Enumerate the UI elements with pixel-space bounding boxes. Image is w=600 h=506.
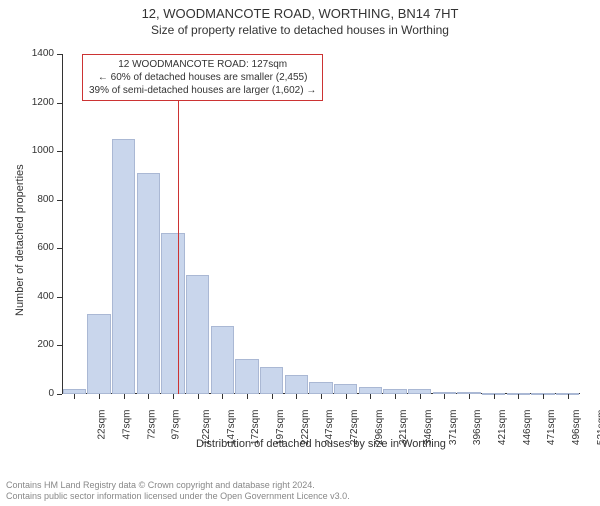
y-axis-line xyxy=(62,54,63,394)
x-tick-mark xyxy=(543,394,544,399)
y-tick-label: 800 xyxy=(22,194,54,205)
y-tick-mark xyxy=(57,151,62,152)
chart-container: 12, WOODMANCOTE ROAD, WORTHING, BN14 7HT… xyxy=(0,6,600,506)
info-line-2: ← 60% of detached houses are smaller (2,… xyxy=(89,71,316,84)
property-marker-line xyxy=(178,96,179,394)
y-tick-mark xyxy=(57,103,62,104)
histogram-bar xyxy=(285,375,308,394)
footer-line-1: Contains HM Land Registry data © Crown c… xyxy=(6,480,350,491)
x-tick-mark xyxy=(148,394,149,399)
y-tick-mark xyxy=(57,345,62,346)
x-tick-label: 97sqm xyxy=(171,410,182,440)
histogram-bar xyxy=(260,367,283,394)
histogram-bar xyxy=(211,326,234,394)
x-tick-label: 72sqm xyxy=(146,410,157,440)
y-tick-label: 1200 xyxy=(22,97,54,108)
y-tick-label: 400 xyxy=(22,291,54,302)
x-tick-mark xyxy=(370,394,371,399)
x-tick-mark xyxy=(198,394,199,399)
x-tick-mark xyxy=(99,394,100,399)
x-tick-mark xyxy=(247,394,248,399)
x-tick-mark xyxy=(518,394,519,399)
y-tick-mark xyxy=(57,297,62,298)
y-tick-label: 0 xyxy=(22,388,54,399)
x-tick-label: 22sqm xyxy=(97,410,108,440)
y-tick-mark xyxy=(57,248,62,249)
histogram-bar xyxy=(112,139,135,394)
x-tick-mark xyxy=(444,394,445,399)
footer: Contains HM Land Registry data © Crown c… xyxy=(6,480,350,502)
y-tick-mark xyxy=(57,394,62,395)
histogram-bar xyxy=(309,382,332,394)
x-tick-mark xyxy=(222,394,223,399)
y-tick-label: 600 xyxy=(22,242,54,253)
x-tick-mark xyxy=(173,394,174,399)
x-tick-mark xyxy=(124,394,125,399)
x-axis-title: Distribution of detached houses by size … xyxy=(62,438,580,450)
x-tick-label: 47sqm xyxy=(122,410,133,440)
footer-line-2: Contains public sector information licen… xyxy=(6,491,350,502)
x-tick-mark xyxy=(74,394,75,399)
y-tick-label: 200 xyxy=(22,339,54,350)
x-tick-mark xyxy=(494,394,495,399)
info-line-3: 39% of semi-detached houses are larger (… xyxy=(89,84,316,97)
x-tick-mark xyxy=(296,394,297,399)
plot-area: 0200400600800100012001400 22sqm47sqm72sq… xyxy=(62,54,580,394)
chart-title: 12, WOODMANCOTE ROAD, WORTHING, BN14 7HT xyxy=(0,6,600,21)
x-tick-mark xyxy=(469,394,470,399)
histogram-bar xyxy=(87,314,110,394)
chart-subtitle: Size of property relative to detached ho… xyxy=(0,23,600,37)
x-tick-mark xyxy=(346,394,347,399)
x-tick-mark xyxy=(420,394,421,399)
histogram-bar xyxy=(334,384,357,394)
info-line-1: 12 WOODMANCOTE ROAD: 127sqm xyxy=(89,58,316,71)
x-tick-mark xyxy=(272,394,273,399)
y-tick-mark xyxy=(57,200,62,201)
histogram-bar xyxy=(235,359,258,394)
x-tick-label: 521sqm xyxy=(596,410,600,446)
info-box: 12 WOODMANCOTE ROAD: 127sqm ← 60% of det… xyxy=(82,54,323,101)
histogram-bar xyxy=(137,173,160,394)
y-tick-label: 1000 xyxy=(22,145,54,156)
y-tick-mark xyxy=(57,54,62,55)
x-tick-mark xyxy=(321,394,322,399)
x-tick-mark xyxy=(395,394,396,399)
x-tick-mark xyxy=(568,394,569,399)
y-tick-label: 1400 xyxy=(22,48,54,59)
histogram-bar xyxy=(186,275,209,394)
histogram-bar xyxy=(359,387,382,394)
histogram-bar xyxy=(161,233,184,395)
